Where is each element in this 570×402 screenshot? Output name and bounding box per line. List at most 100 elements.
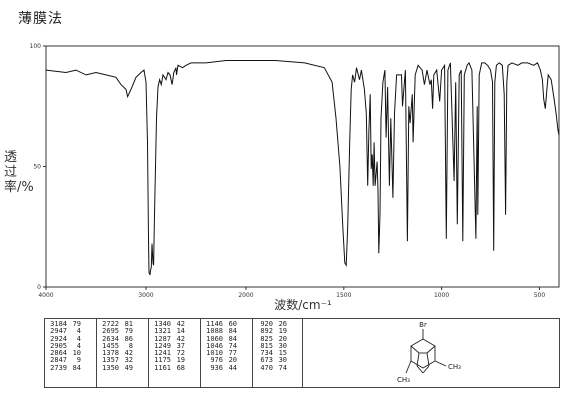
peak-wavenumber: 1357 xyxy=(102,356,119,365)
column-divider xyxy=(96,319,97,387)
peak-transmittance: 19 xyxy=(278,327,287,336)
peak-row: 1161 68 xyxy=(153,363,185,372)
peak-transmittance: 20 xyxy=(228,356,237,365)
peak-transmittance: 42 xyxy=(176,334,185,343)
peak-row: 1175 19 xyxy=(153,356,185,365)
peak-wavenumber: 1010 xyxy=(206,349,223,358)
peak-wavenumber: 2634 xyxy=(102,334,119,343)
peak-wavenumber: 1378 xyxy=(102,349,119,358)
peak-row: 976 20 xyxy=(205,356,237,365)
peak-wavenumber: 1146 xyxy=(206,320,223,328)
peak-transmittance: 44 xyxy=(228,363,237,372)
peak-transmittance: 4 xyxy=(76,327,81,336)
molecule-structure: Br CH₃ CH₃ xyxy=(397,321,461,384)
peak-wavenumber: 1088 xyxy=(206,327,223,336)
peak-row: 1046 74 xyxy=(205,341,237,350)
peak-row: 1350 49 xyxy=(101,363,133,372)
peak-row: 3184 79 xyxy=(49,320,81,328)
peak-row: 2947 4 xyxy=(49,327,81,336)
peak-transmittance: 14 xyxy=(176,327,185,336)
peak-transmittance: 84 xyxy=(228,334,237,343)
peak-transmittance: 49 xyxy=(124,363,133,372)
peak-transmittance: 4 xyxy=(76,334,81,343)
peak-row: 2905 4 xyxy=(49,341,81,350)
ir-spectrum-chart: 4000 3000 2000 1500 1000 500 0 50 100 波数/cm⁻¹ xyxy=(30,43,560,312)
x-axis-label: 波数/cm⁻¹ xyxy=(274,297,332,312)
peak-row: 936 44 xyxy=(205,363,237,372)
peak-wavenumber: 936 xyxy=(210,363,223,372)
y-tick-label: 50 xyxy=(33,164,41,171)
peak-transmittance: 30 xyxy=(278,341,287,350)
column-divider xyxy=(200,319,201,387)
peak-wavenumber: 976 xyxy=(210,356,223,365)
peak-column: 1340 42 1321 14 1287 42 1249 37 1241 72 1175 19 1161… xyxy=(153,320,185,372)
peak-row: 825 20 xyxy=(255,334,287,343)
peak-wavenumber: 1455 xyxy=(102,341,119,350)
peak-wavenumber: 920 xyxy=(260,320,273,328)
peak-row: 673 30 xyxy=(255,356,287,365)
sample-method-label: 薄膜法 xyxy=(18,11,63,27)
peak-transmittance: 74 xyxy=(228,341,237,350)
peak-transmittance: 84 xyxy=(228,327,237,336)
peak-row: 1287 42 xyxy=(153,334,185,343)
peak-wavenumber: 2864 xyxy=(50,349,67,358)
peak-row: 1241 72 xyxy=(153,349,185,358)
peak-row: 815 30 xyxy=(255,341,287,350)
structure-label-ch3-left: CH₃ xyxy=(397,376,410,384)
peak-transmittance: 68 xyxy=(176,363,185,372)
peak-row: 2634 86 xyxy=(101,334,133,343)
peak-wavenumber: 825 xyxy=(260,334,273,343)
peak-transmittance: 79 xyxy=(124,327,133,336)
peak-wavenumber: 1321 xyxy=(154,327,171,336)
peak-transmittance: 15 xyxy=(278,349,287,358)
peak-wavenumber: 2947 xyxy=(50,327,67,336)
peak-transmittance: 86 xyxy=(124,334,133,343)
peak-wavenumber: 3184 xyxy=(50,320,67,328)
peak-wavenumber: 892 xyxy=(260,327,273,336)
peak-transmittance: 79 xyxy=(72,320,81,328)
x-tick-label: 2000 xyxy=(238,292,253,299)
peak-row: 1010 77 xyxy=(205,349,237,358)
x-tick-label: 3000 xyxy=(138,292,153,299)
peak-transmittance: 37 xyxy=(176,341,185,350)
peak-column: 1146 60 1088 84 1060 84 1046 74 1010 77 976 20 936 44 xyxy=(205,320,237,372)
x-tick-label: 1500 xyxy=(336,292,351,299)
y-tick-label: 0 xyxy=(37,284,41,291)
peak-wavenumber: 2905 xyxy=(50,341,67,350)
peak-column: 3184 79 2947 4 2924 4 2905 4 2864 10 2847 9 2739 84 xyxy=(49,320,81,372)
peak-wavenumber: 1161 xyxy=(154,363,171,372)
peak-row: 892 19 xyxy=(255,327,287,336)
x-tick-label: 500 xyxy=(534,292,546,299)
peak-row: 2847 9 xyxy=(49,356,81,365)
peak-row: 470 74 xyxy=(255,363,287,372)
peak-wavenumber: 1340 xyxy=(154,320,171,328)
peak-transmittance: 74 xyxy=(278,363,287,372)
peak-wavenumber: 2739 xyxy=(50,363,67,372)
peak-row: 1357 32 xyxy=(101,356,133,365)
peak-wavenumber: 1241 xyxy=(154,349,171,358)
peak-table: 3184 79 2947 4 2924 4 2905 4 2864 10 2847 9 2739 84 27… xyxy=(44,318,303,388)
peak-wavenumber: 1287 xyxy=(154,334,171,343)
peak-wavenumber: 470 xyxy=(260,363,273,372)
peak-transmittance: 81 xyxy=(124,320,133,328)
peak-transmittance: 84 xyxy=(72,363,81,372)
y-tick-label: 100 xyxy=(30,43,42,50)
peak-wavenumber: 2722 xyxy=(102,320,119,328)
peak-wavenumber: 1175 xyxy=(154,356,171,365)
peak-column: 2722 81 2695 79 2634 86 1455 8 1378 42 1357 32 1350 4… xyxy=(101,320,133,372)
peak-transmittance: 30 xyxy=(278,356,287,365)
peak-transmittance: 8 xyxy=(128,341,133,350)
peak-transmittance: 32 xyxy=(124,356,133,365)
peak-transmittance: 77 xyxy=(228,349,237,358)
peak-row: 2695 79 xyxy=(101,327,133,336)
peak-transmittance: 20 xyxy=(278,334,287,343)
plot-frame xyxy=(45,45,560,288)
peak-wavenumber: 2847 xyxy=(50,356,67,365)
peak-row: 1060 84 xyxy=(205,334,237,343)
peak-wavenumber: 1350 xyxy=(102,363,119,372)
peak-row: 734 15 xyxy=(255,349,287,358)
peak-row: 1146 60 xyxy=(205,320,237,328)
peak-transmittance: 26 xyxy=(278,320,287,328)
peak-row: 1340 42 xyxy=(153,320,185,328)
peak-wavenumber: 2695 xyxy=(102,327,119,336)
